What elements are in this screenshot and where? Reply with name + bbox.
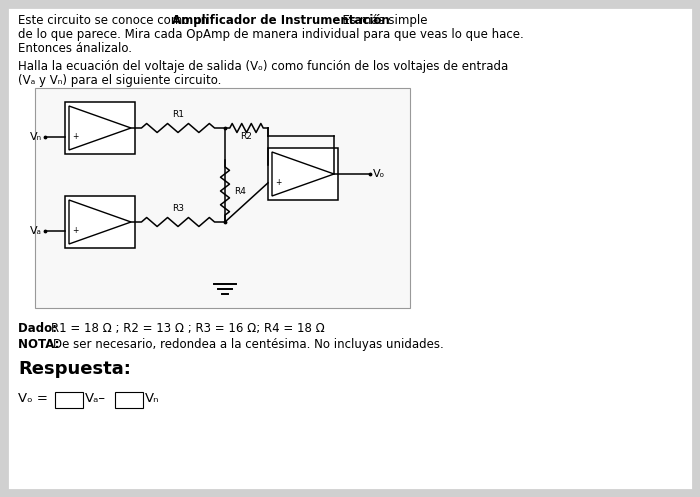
Bar <box>268 148 338 200</box>
Text: Vₙ: Vₙ <box>30 132 42 142</box>
Text: +: + <box>72 132 78 141</box>
Text: (Vₐ y Vₙ) para el siguiente circuito.: (Vₐ y Vₙ) para el siguiente circuito. <box>18 74 221 87</box>
Text: de lo que parece. Mira cada OpAmp de manera individual para que veas lo que hace: de lo que parece. Mira cada OpAmp de man… <box>18 28 524 41</box>
Text: Respuesta:: Respuesta: <box>18 360 131 378</box>
Text: Vₐ: Vₐ <box>30 226 42 236</box>
Text: Entonces ánalizalo.: Entonces ánalizalo. <box>18 42 132 55</box>
Text: +: + <box>275 178 281 187</box>
Text: NOTA:: NOTA: <box>18 338 64 351</box>
Text: Vₙ: Vₙ <box>145 392 160 405</box>
Text: R3: R3 <box>172 204 184 213</box>
Text: +: + <box>72 226 78 236</box>
Text: Este circuito se conoce como un: Este circuito se conoce como un <box>18 14 212 27</box>
Bar <box>55 392 83 408</box>
Text: . Es más simple: . Es más simple <box>335 14 428 27</box>
Text: R4: R4 <box>234 186 246 195</box>
Text: De ser necesario, redondea a la centésima. No incluyas unidades.: De ser necesario, redondea a la centésim… <box>53 338 444 351</box>
Bar <box>65 196 135 248</box>
Bar <box>115 392 143 408</box>
Text: Vₒ =: Vₒ = <box>18 392 48 405</box>
Bar <box>65 102 135 154</box>
Bar <box>35 88 410 308</box>
Text: Amplificador de Instrumentación: Amplificador de Instrumentación <box>172 14 390 27</box>
Text: Halla la ecuación del voltaje de salida (Vₒ) como función de los voltajes de ent: Halla la ecuación del voltaje de salida … <box>18 60 508 73</box>
Text: R2: R2 <box>241 132 253 141</box>
Text: R1: R1 <box>172 110 184 119</box>
Text: Vₐ–: Vₐ– <box>85 392 106 405</box>
Text: R1 = 18 Ω ; R2 = 13 Ω ; R3 = 16 Ω; R4 = 18 Ω: R1 = 18 Ω ; R2 = 13 Ω ; R3 = 16 Ω; R4 = … <box>51 322 325 335</box>
Text: Vₒ: Vₒ <box>373 169 385 179</box>
Text: Dado:: Dado: <box>18 322 61 335</box>
